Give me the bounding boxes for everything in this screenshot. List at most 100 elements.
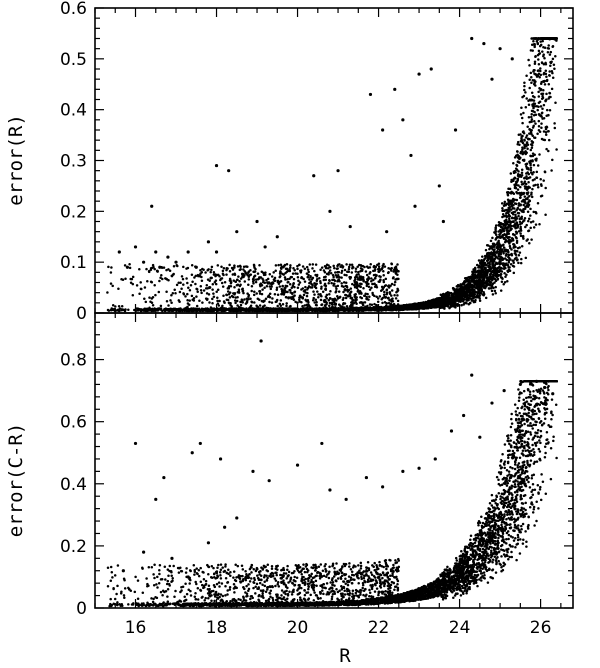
data-point [540, 122, 543, 125]
data-point [250, 284, 254, 288]
data-point [536, 38, 540, 41]
data-point [506, 279, 509, 283]
data-point [352, 299, 355, 302]
data-point [222, 308, 226, 311]
data-point [205, 292, 209, 295]
data-point [148, 296, 151, 299]
data-point [379, 278, 382, 282]
data-point [190, 294, 194, 298]
data-point [296, 301, 299, 305]
data-point [436, 299, 440, 302]
data-point [264, 271, 267, 274]
data-point [234, 301, 237, 305]
data-point [143, 286, 147, 289]
data-point [249, 304, 253, 307]
data-point [507, 203, 511, 207]
data-point [237, 275, 240, 278]
data-point [502, 224, 505, 228]
data-point [554, 54, 557, 58]
data-point [382, 293, 386, 296]
data-point [527, 219, 530, 223]
data-point [516, 258, 519, 261]
data-point [502, 267, 506, 271]
data-point [255, 304, 258, 308]
data-point [530, 195, 534, 199]
data-point [173, 288, 176, 291]
y-tick-label: 0 [76, 304, 87, 324]
data-point [459, 286, 462, 290]
data-point [506, 227, 509, 230]
data-point [306, 291, 309, 295]
data-point [522, 208, 525, 211]
data-point [348, 294, 352, 298]
data-point [385, 288, 389, 291]
data-point [537, 90, 540, 94]
data-point [368, 288, 372, 291]
data-point [521, 121, 524, 125]
data-point [278, 302, 282, 306]
data-point [543, 79, 547, 83]
data-point [185, 277, 188, 280]
data-point [515, 198, 519, 202]
data-point [283, 276, 287, 279]
data-point [542, 45, 545, 49]
data-point [329, 271, 333, 275]
data-point [285, 302, 288, 305]
data-point [508, 244, 512, 248]
data-point [236, 304, 239, 307]
data-point [471, 296, 475, 300]
data-point [528, 86, 531, 90]
data-point [495, 275, 498, 279]
data-point [501, 213, 505, 216]
data-point [258, 290, 262, 293]
data-point [124, 277, 127, 280]
data-point [544, 99, 547, 102]
data-point [396, 287, 399, 291]
y-tick-label: 0.6 [60, 0, 87, 19]
data-point [516, 177, 520, 181]
data-point [329, 289, 332, 293]
data-point [475, 294, 479, 298]
data-point [522, 94, 526, 98]
data-point [232, 309, 235, 312]
data-point [330, 302, 333, 305]
data-point [279, 266, 283, 270]
data-point [500, 225, 503, 229]
data-point [510, 248, 513, 251]
data-point [296, 286, 300, 289]
data-point [214, 279, 218, 282]
data-point [180, 287, 183, 291]
data-point [327, 264, 330, 267]
data-point [315, 300, 318, 304]
data-point [336, 273, 340, 277]
data-point [486, 244, 490, 247]
data-point [373, 302, 376, 306]
data-point [252, 275, 256, 278]
data-point [467, 281, 470, 284]
data-point [228, 296, 232, 299]
data-point [360, 269, 364, 273]
data-point [314, 298, 318, 301]
data-point [531, 126, 535, 129]
data-point [506, 192, 510, 196]
data-point [324, 288, 328, 291]
data-point [513, 223, 516, 226]
data-point [151, 296, 155, 299]
data-point [527, 172, 531, 176]
data-point [253, 290, 256, 294]
data-point [165, 299, 169, 303]
data-point [503, 202, 506, 206]
data-point [331, 273, 335, 277]
data-point [321, 290, 325, 294]
data-point [522, 158, 526, 162]
data-point [535, 176, 538, 179]
data-point [505, 211, 508, 215]
data-point [454, 292, 457, 295]
data-point [312, 296, 315, 300]
data-point [236, 265, 240, 268]
data-point [494, 292, 497, 295]
data-point [491, 248, 494, 251]
data-point [537, 105, 540, 109]
data-point [239, 303, 243, 307]
data-point [524, 91, 527, 94]
